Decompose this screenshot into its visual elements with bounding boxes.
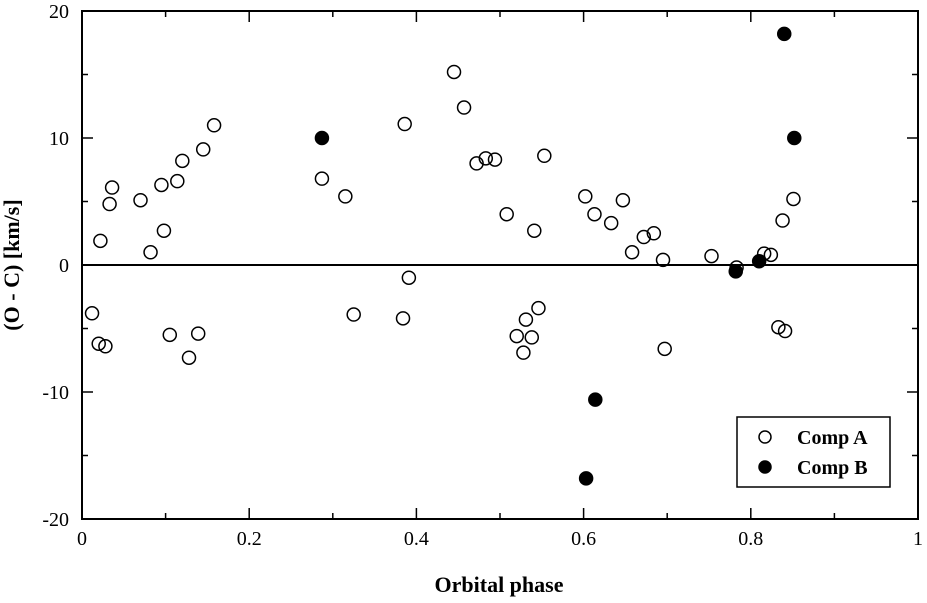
data-point-comp-a [469,156,484,171]
data-point-comp-a [133,192,148,208]
x-tick-label: 1 [913,528,923,550]
legend: Comp A Comp B [736,416,891,488]
data-point-comp-a [775,213,790,228]
data-point-comp-a [587,206,602,222]
data-point-comp-a [446,64,462,80]
legend-label-comp-a: Comp A [797,427,868,449]
x-tick-label: 0.8 [738,528,763,550]
data-point-comp-a [531,300,546,316]
data-point-comp-a [518,312,534,327]
data-point-comp-a [314,171,330,186]
data-point-comp-a [655,252,671,268]
data-point-comp-a [786,191,801,207]
data-point-comp-b [314,130,330,146]
data-point-comp-a [170,173,185,189]
data-point-comp-a [487,152,503,167]
data-point-comp-a [98,339,113,354]
data-point-comp-a [91,336,106,351]
y-tick-label: 10 [49,128,69,150]
data-point-comp-a [195,142,211,157]
x-tick-label: 0.6 [571,528,596,550]
data-point-comp-a [93,233,108,249]
y-tick-label: 20 [49,1,69,23]
data-point-comp-a [527,223,542,238]
data-point-comp-a [478,151,494,166]
data-point-comp-a [636,229,652,245]
data-point-comp-b [787,130,802,146]
data-point-comp-a [646,226,662,241]
data-point-comp-a [181,350,197,365]
data-point-comp-a [102,196,117,212]
y-tick-label: 0 [59,255,69,277]
data-point-comp-a [206,118,222,133]
data-point-comp-b [588,392,603,407]
data-point-comp-a [524,330,540,345]
data-point-comp-a [763,247,779,263]
data-point-comp-a [401,270,417,285]
legend-box [736,416,891,488]
data-point-comp-a [578,189,593,204]
data-points [84,26,802,486]
data-point-comp-a [154,177,169,193]
data-point-comp-a [615,192,631,208]
legend-label-comp-b: Comp B [797,457,868,479]
legend-marker-comp-b [758,460,772,474]
y-tick-label: -10 [42,382,69,404]
x-tick-label: 0.4 [404,528,429,550]
data-point-comp-a [156,223,172,238]
data-point-comp-a [104,180,120,195]
data-point-comp-a [456,100,472,115]
data-point-comp-a [346,307,361,322]
data-point-comp-a [603,215,619,231]
data-point-comp-b [776,26,792,42]
data-point-comp-b [578,471,594,486]
data-point-comp-a [143,245,158,260]
y-tick-label: -20 [42,509,69,531]
data-point-comp-a [624,245,640,260]
data-point-comp-a [395,311,411,326]
x-axis-label: Orbital phase [435,572,564,597]
x-tick-label: 0.2 [237,528,262,550]
data-point-comp-a [175,153,190,169]
plot-frame [81,10,919,520]
data-point-comp-a [84,306,100,321]
data-point-comp-a [397,116,412,132]
data-point-comp-a [162,327,178,343]
data-point-comp-b [751,253,767,269]
x-tick-label: 0 [77,528,87,550]
legend-marker-comp-a [758,430,772,444]
y-axis-label: (O - C) [km/s] [0,199,24,330]
data-point-comp-a [516,345,531,360]
tick-labels: 0 0.2 0.4 0.6 0.8 1 -20 -10 0 10 20 [42,1,923,550]
data-point-comp-a [704,248,719,264]
data-point-comp-a [777,323,793,339]
data-point-comp-a [537,148,552,164]
data-point-comp-a [657,341,672,357]
data-point-comp-b [728,264,744,279]
data-point-comp-a [338,189,353,204]
data-point-comp-a [190,326,206,341]
data-point-comp-a [509,328,524,344]
data-point-comp-a [499,206,514,222]
